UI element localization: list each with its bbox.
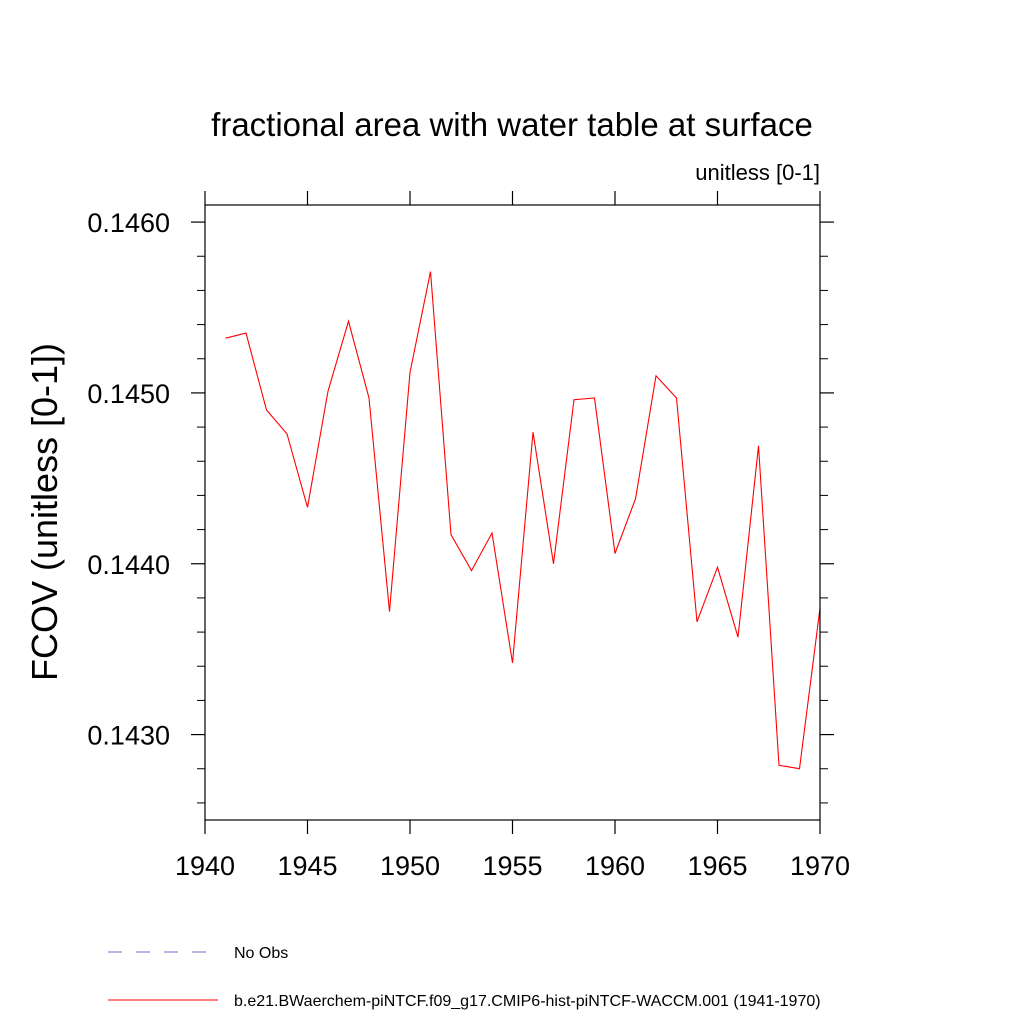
legend-label: No Obs xyxy=(234,945,288,962)
x-tick-label: 1945 xyxy=(277,851,337,881)
x-tick-label: 1940 xyxy=(175,851,235,881)
x-tick-label: 1955 xyxy=(482,851,542,881)
legend-label: b.e21.BWaerchem-piNTCF.f09_g17.CMIP6-his… xyxy=(234,993,821,1010)
x-tick-label: 1965 xyxy=(687,851,747,881)
x-tick-label: 1960 xyxy=(585,851,645,881)
x-tick-label: 1950 xyxy=(380,851,440,881)
axis-ticks xyxy=(191,191,834,834)
y-axis-label: FCOV (unitless [0-1]) xyxy=(24,343,65,681)
tick-labels: 1940 1945 1950 1955 1960 1965 1970 0.1430 0.1440… xyxy=(87,208,850,881)
y-tick-label: 0.1460 xyxy=(87,208,170,238)
legend: No Obs b.e21.BWaerchem-piNTCF.f09_g17.CMI… xyxy=(108,945,821,1010)
plot-series xyxy=(225,271,821,770)
plot-frame xyxy=(204,204,821,821)
series-line xyxy=(225,271,821,770)
chart-subtitle: unitless [0-1] xyxy=(695,160,820,185)
x-tick-label: 1970 xyxy=(790,851,850,881)
y-tick-label: 0.1450 xyxy=(87,379,170,409)
y-tick-label: 0.1430 xyxy=(87,721,170,751)
chart-title: fractional area with water table at surf… xyxy=(211,106,813,143)
y-tick-label: 0.1440 xyxy=(87,550,170,580)
